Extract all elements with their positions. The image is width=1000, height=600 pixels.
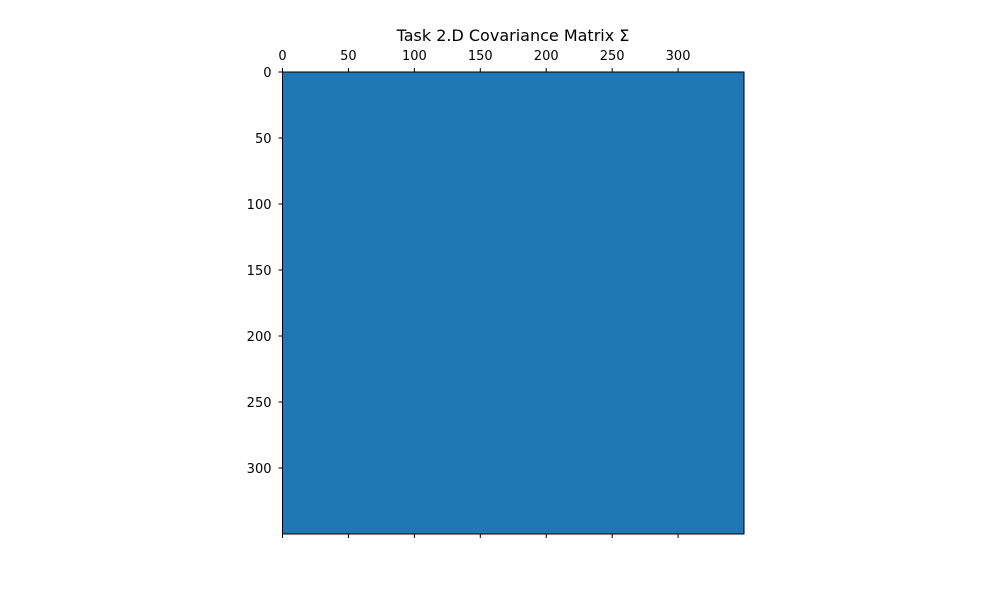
y-tick-label: 100 [247, 198, 272, 213]
plot-area-frame [282, 71, 745, 535]
x-tick-label: 100 [402, 49, 427, 64]
y-tick-label: 150 [247, 264, 272, 279]
x-tick-label: 200 [534, 49, 559, 64]
y-tick-label: 300 [247, 462, 272, 477]
x-tick-label: 50 [340, 49, 357, 64]
x-axis-ticks: 0 50 100 150 200 250 300 [278, 49, 690, 538]
y-tick-label: 0 [263, 66, 271, 81]
x-tick-label: 300 [666, 49, 691, 64]
x-tick-label: 250 [600, 49, 625, 64]
chart-title: Task 2.D Covariance Matrix Σ [396, 26, 630, 45]
y-tick-label: 250 [247, 396, 272, 411]
y-tick-label: 50 [255, 132, 272, 147]
y-axis-ticks: 0 50 100 150 200 250 300 [247, 66, 283, 477]
x-tick-label: 150 [468, 49, 493, 64]
y-tick-label: 200 [247, 330, 272, 345]
x-tick-label: 0 [278, 49, 286, 64]
heatmap-cells [282, 72, 744, 534]
